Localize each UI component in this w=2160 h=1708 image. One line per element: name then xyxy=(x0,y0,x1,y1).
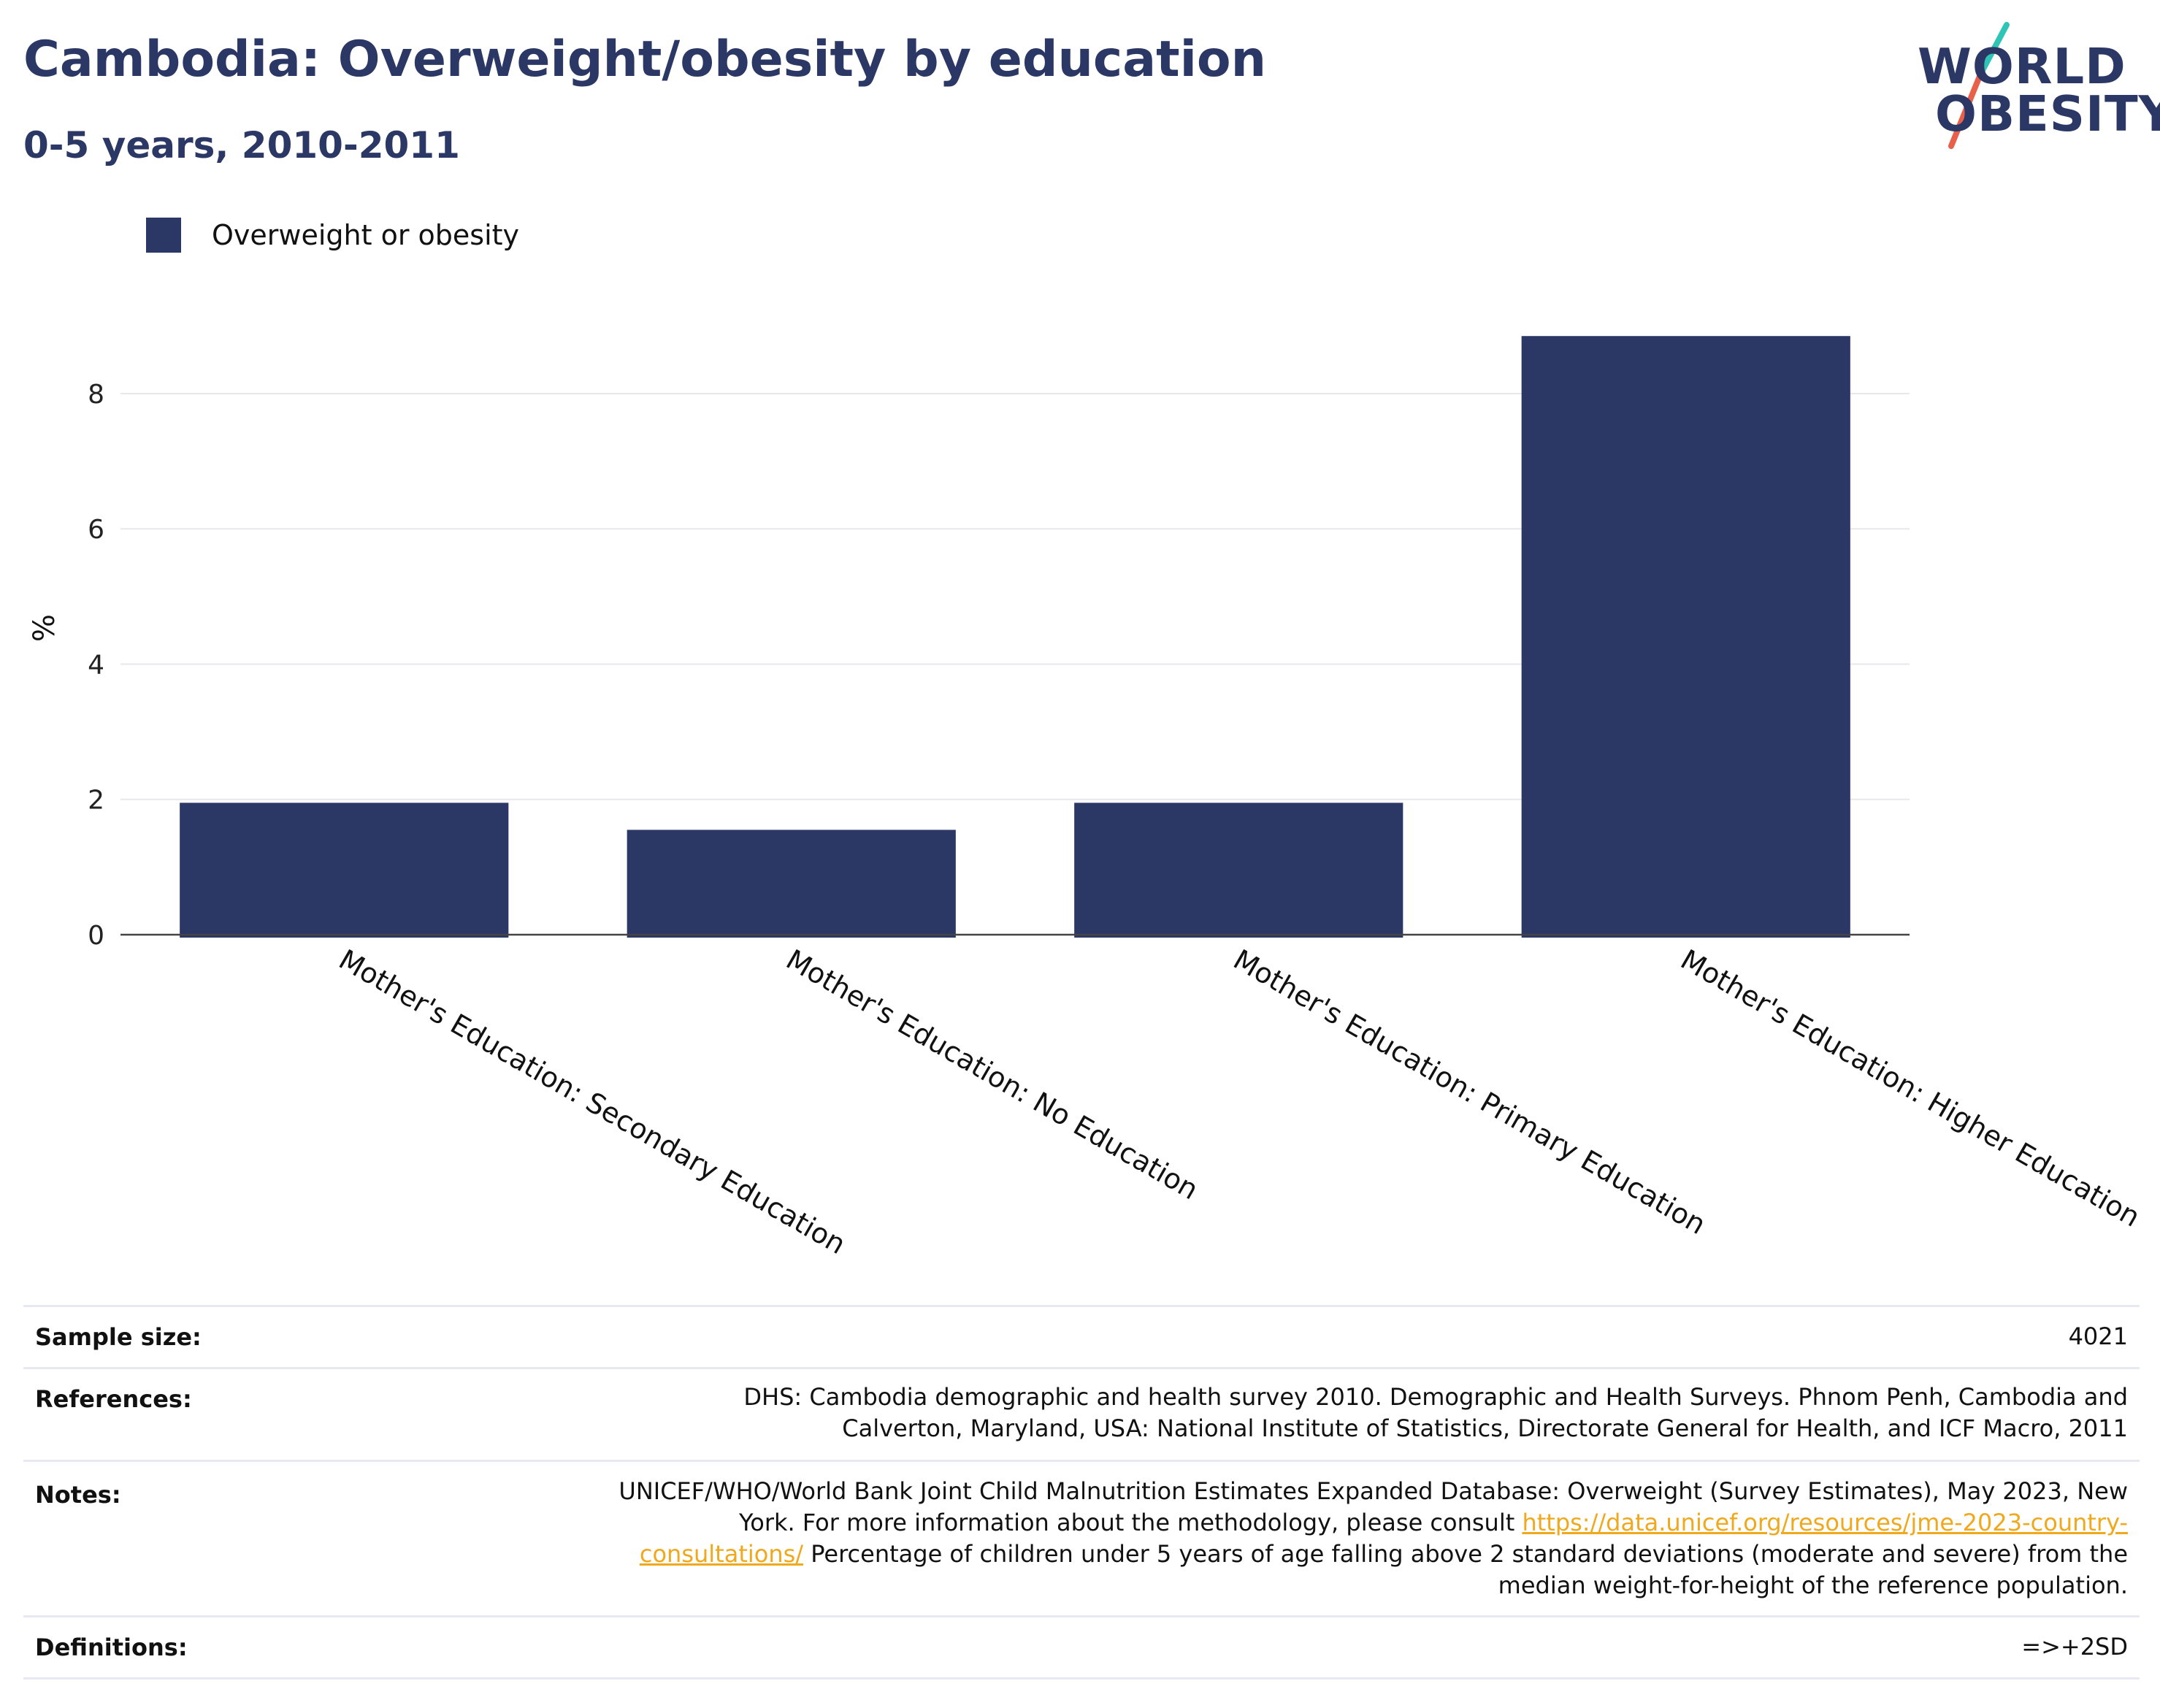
bar xyxy=(1074,803,1403,938)
y-tick-label: 8 xyxy=(88,380,104,410)
notes-definition: Percentage of children under 5 years of … xyxy=(811,1540,2128,1599)
bar xyxy=(180,803,509,938)
legend-swatch xyxy=(146,218,181,253)
chart-subtitle: 0-5 years, 2010-2011 xyxy=(23,124,460,166)
world-obesity-logo: WORLD OBESITY xyxy=(1899,20,2160,156)
definitions-row: Definitions: =>+2SD xyxy=(23,1615,2140,1680)
bar xyxy=(1521,336,1850,938)
chart-legend: Overweight or obesity xyxy=(146,218,519,253)
logo-slash-icon xyxy=(1948,22,2010,149)
y-tick-label: 6 xyxy=(88,515,104,545)
logo-text-obesity: OBESITY xyxy=(1935,85,2160,142)
definitions-label: Definitions: xyxy=(35,1634,188,1661)
sample-size-row: Sample size: 4021 xyxy=(23,1305,2140,1367)
references-label: References: xyxy=(35,1385,192,1413)
x-tick-label: Mother's Education: Primary Education xyxy=(1228,943,1712,1241)
references-row: References: DHS: Cambodia demographic an… xyxy=(23,1367,2140,1460)
bar xyxy=(627,830,956,938)
chart-title: Cambodia: Overweight/obesity by educatio… xyxy=(23,31,1267,88)
info-table: Sample size: 4021 References: DHS: Cambo… xyxy=(23,1305,2140,1680)
notes-label: Notes: xyxy=(35,1481,121,1509)
x-tick-label: Mother's Education: Higher Education xyxy=(1675,943,2145,1233)
y-tick-label: 2 xyxy=(88,786,104,816)
references-value: DHS: Cambodia demographic and health sur… xyxy=(743,1383,2128,1442)
bar-chart: 0 2 4 6 8% Mother's Education: Secondary Educ… xyxy=(28,336,2145,1261)
x-tick-label: Mother's Education: Secondary Education xyxy=(334,943,851,1261)
notes-value: UNICEF/WHO/World Bank Joint Child Malnut… xyxy=(578,1462,2140,1601)
y-tick-label: 4 xyxy=(88,650,104,680)
legend-label: Overweight or obesity xyxy=(212,219,520,251)
sample-size-label: Sample size: xyxy=(35,1323,202,1351)
logo-text-world: WORLD xyxy=(1918,38,2126,95)
y-tick-label: 0 xyxy=(88,921,104,951)
notes-row: Notes: UNICEF/WHO/World Bank Joint Child… xyxy=(23,1460,2140,1615)
definitions-value: =>+2SD xyxy=(2021,1633,2128,1661)
x-tick-label: Mother's Education: No Education xyxy=(781,943,1203,1206)
notes-link[interactable]: https://data.unicef.org/resources/jme-20… xyxy=(639,1509,2128,1568)
y-axis-title: % xyxy=(28,614,61,642)
notes-text: UNICEF/WHO/World Bank Joint Child Malnut… xyxy=(618,1477,2128,1536)
sample-size-value: 4021 xyxy=(2068,1322,2128,1350)
